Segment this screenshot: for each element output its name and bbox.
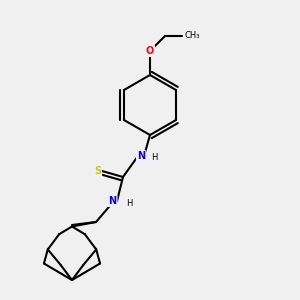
Text: S: S — [94, 166, 101, 176]
Text: H: H — [126, 200, 132, 208]
Text: CH₃: CH₃ — [184, 32, 200, 40]
Text: O: O — [146, 46, 154, 56]
Text: N: N — [137, 151, 145, 161]
Text: H: H — [152, 153, 158, 162]
Text: N: N — [108, 196, 117, 206]
